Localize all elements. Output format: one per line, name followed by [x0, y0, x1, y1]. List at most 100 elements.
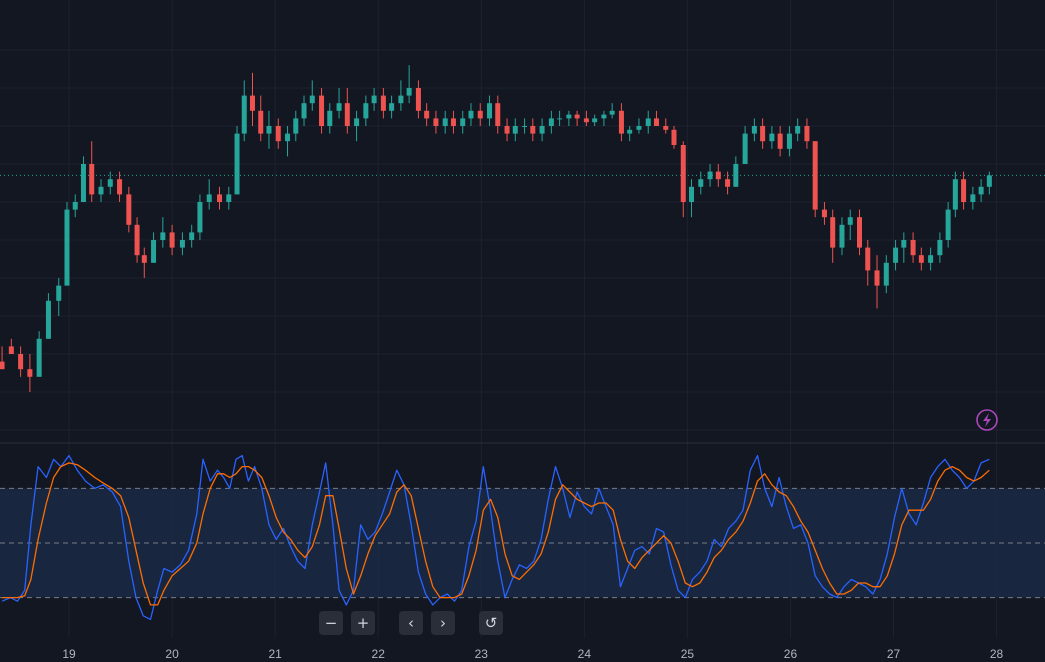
candle[interactable]	[36, 331, 42, 377]
candle[interactable]	[98, 179, 104, 202]
candle[interactable]	[301, 95, 307, 126]
candle[interactable]	[645, 110, 651, 134]
candle[interactable]	[609, 103, 615, 119]
candle[interactable]	[883, 255, 889, 294]
candle[interactable]	[671, 126, 677, 149]
candle[interactable]	[234, 126, 240, 195]
candle[interactable]	[141, 247, 147, 278]
candle[interactable]	[680, 141, 686, 218]
candle[interactable]	[72, 194, 78, 218]
candle[interactable]	[415, 80, 421, 119]
candle[interactable]	[512, 118, 518, 142]
candle[interactable]	[627, 126, 633, 142]
candle[interactable]	[986, 171, 992, 195]
candle[interactable]	[56, 278, 62, 316]
candle[interactable]	[433, 110, 439, 134]
candle[interactable]	[64, 202, 70, 286]
candle[interactable]	[89, 141, 95, 202]
alert-icon[interactable]	[976, 409, 998, 431]
candle[interactable]	[522, 118, 528, 134]
candle[interactable]	[266, 110, 272, 149]
candle[interactable]	[293, 110, 299, 142]
candle[interactable]	[812, 141, 818, 218]
candle[interactable]	[406, 65, 412, 104]
candle[interactable]	[134, 217, 140, 263]
candle[interactable]	[839, 217, 845, 256]
candle[interactable]	[937, 232, 943, 263]
candle[interactable]	[769, 126, 775, 149]
candle[interactable]	[918, 247, 924, 271]
candle[interactable]	[601, 110, 607, 126]
candle[interactable]	[539, 118, 545, 142]
candle[interactable]	[689, 179, 695, 218]
candle[interactable]	[45, 293, 51, 339]
candle[interactable]	[618, 103, 624, 142]
candle[interactable]	[460, 110, 466, 134]
candle[interactable]	[319, 88, 325, 134]
candle[interactable]	[371, 88, 377, 111]
reset-chart-button[interactable]: ↺	[479, 611, 503, 635]
candle[interactable]	[336, 88, 342, 119]
candle[interactable]	[80, 156, 86, 202]
candle[interactable]	[117, 171, 123, 202]
candle[interactable]	[160, 217, 166, 248]
candle[interactable]	[786, 126, 792, 157]
candle[interactable]	[226, 186, 232, 210]
candle[interactable]	[653, 110, 659, 126]
candle[interactable]	[217, 186, 223, 210]
candle[interactable]	[363, 95, 369, 126]
candle[interactable]	[707, 164, 713, 187]
candle[interactable]	[901, 232, 907, 263]
candle[interactable]	[126, 186, 132, 233]
candle[interactable]	[18, 346, 24, 377]
oscillator-pane[interactable]	[0, 454, 1045, 621]
candle[interactable]	[566, 110, 572, 126]
candle[interactable]	[309, 80, 315, 111]
candle[interactable]	[733, 156, 739, 187]
candle[interactable]	[592, 114, 598, 126]
candle[interactable]	[241, 80, 247, 142]
candle[interactable]	[557, 110, 563, 126]
candle[interactable]	[725, 171, 731, 195]
candle[interactable]	[442, 110, 448, 134]
zoom-in-button[interactable]: +	[351, 611, 375, 635]
price-pane[interactable]	[0, 65, 1045, 392]
candle[interactable]	[327, 103, 333, 134]
candle[interactable]	[952, 171, 958, 218]
candle[interactable]	[830, 209, 836, 263]
candle[interactable]	[398, 80, 404, 111]
zoom-out-button[interactable]: −	[319, 611, 343, 635]
candle[interactable]	[804, 118, 810, 149]
candle[interactable]	[847, 209, 853, 240]
candle[interactable]	[751, 118, 757, 142]
candle[interactable]	[206, 179, 212, 210]
time-axis[interactable]: 19 20 21 22 23 24 25 26 27 28	[62, 647, 1003, 661]
candle[interactable]	[8, 338, 14, 354]
candle[interactable]	[636, 118, 642, 134]
candle[interactable]	[574, 110, 580, 126]
candle[interactable]	[450, 110, 456, 134]
candle[interactable]	[504, 118, 510, 142]
candle[interactable]	[380, 88, 386, 119]
candle[interactable]	[795, 118, 801, 142]
candle[interactable]	[530, 118, 536, 142]
candle[interactable]	[893, 240, 899, 271]
candle[interactable]	[583, 110, 589, 126]
candle[interactable]	[961, 171, 967, 210]
candle[interactable]	[249, 72, 255, 126]
candle[interactable]	[865, 240, 871, 286]
candle[interactable]	[0, 346, 5, 370]
scroll-left-button[interactable]: ‹	[399, 611, 423, 635]
candle[interactable]	[548, 110, 554, 134]
candle[interactable]	[945, 202, 951, 248]
candle[interactable]	[698, 171, 704, 195]
candle[interactable]	[970, 186, 976, 210]
candle[interactable]	[468, 103, 474, 126]
candle[interactable]	[27, 354, 33, 392]
candle[interactable]	[169, 224, 175, 256]
candle[interactable]	[389, 95, 395, 119]
candle[interactable]	[928, 247, 934, 271]
candle[interactable]	[663, 118, 669, 134]
candle[interactable]	[715, 164, 721, 187]
candle[interactable]	[910, 232, 916, 263]
